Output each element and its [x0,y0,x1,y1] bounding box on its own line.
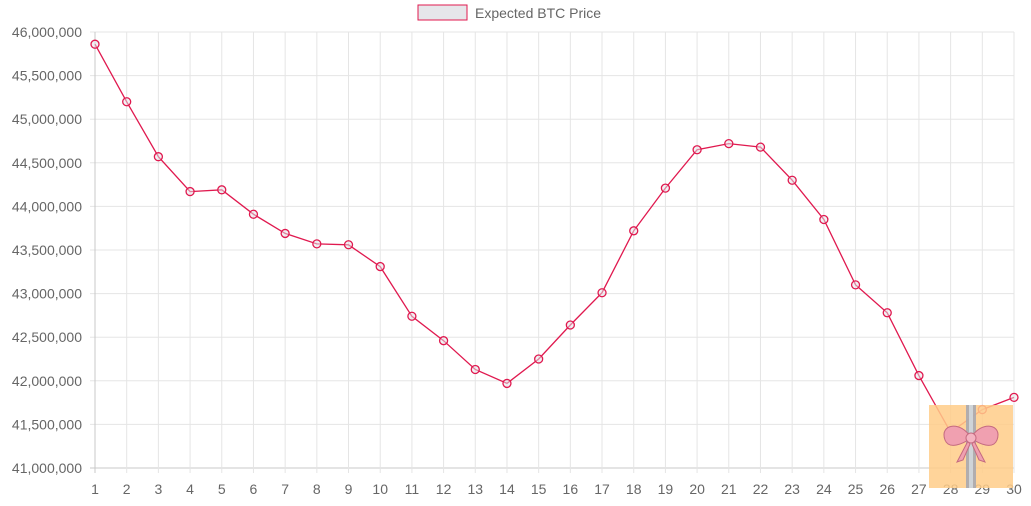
x-tick-label: 16 [563,481,579,497]
x-tick-label: 6 [250,481,258,497]
x-tick-label: 26 [879,481,895,497]
x-tick-label: 12 [436,481,452,497]
y-tick-label: 43,500,000 [12,242,82,258]
data-point[interactable] [153,152,164,162]
x-tick-label: 11 [405,481,420,497]
x-tick-label: 4 [186,481,194,497]
x-tick-label: 8 [313,481,321,497]
data-point[interactable] [470,364,480,375]
x-tick-label: 13 [467,481,483,497]
y-tick-label: 44,000,000 [12,198,82,214]
data-point[interactable] [724,138,734,149]
x-tick-label: 22 [753,481,769,497]
x-tick-label: 7 [281,481,289,497]
data-point[interactable] [122,97,132,107]
gift-icon-ribbon-strip-highlight [969,405,973,488]
gift-icon-bow-knot [965,432,977,444]
y-tick-label: 45,000,000 [12,111,82,127]
chart-legend[interactable]: Expected BTC Price [417,4,601,21]
y-tick-label: 41,000,000 [12,460,82,476]
legend-swatch [417,4,468,21]
x-tick-label: 1 [91,481,99,497]
x-tick-label: 19 [658,481,674,497]
series-line [94,43,1015,434]
data-point[interactable] [534,354,544,364]
data-point[interactable] [312,239,322,249]
data-point[interactable] [185,186,195,197]
gift-ribbon-icon[interactable] [929,405,1013,488]
x-tick-label: 10 [372,481,388,497]
data-point[interactable] [565,320,575,330]
x-tick-label: 24 [816,481,832,497]
gift-icon-bow-left [943,425,972,446]
data-point[interactable] [407,311,417,321]
data-point[interactable] [248,209,259,219]
data-point[interactable] [502,378,512,389]
y-tick-label: 43,000,000 [12,286,82,302]
data-point[interactable] [629,226,639,236]
data-point[interactable] [819,214,829,225]
x-tick-label: 18 [626,481,642,497]
y-tick-label: 45,500,000 [12,68,82,84]
x-tick-label: 25 [848,481,864,497]
y-tick-label: 42,000,000 [12,373,82,389]
x-tick-label: 15 [531,481,547,497]
legend-label: Expected BTC Price [475,5,601,21]
data-point[interactable] [375,261,385,272]
x-tick-label: 5 [218,481,226,497]
data-point[interactable] [692,145,702,155]
data-point[interactable] [1009,392,1019,403]
x-tick-label: 23 [784,481,800,497]
series-expected-btc-price [90,39,1019,437]
x-tick-label: 3 [154,481,162,497]
x-tick-label: 20 [689,481,705,497]
x-tick-label: 14 [499,481,515,497]
y-tick-label: 44,500,000 [12,155,82,171]
data-point[interactable] [90,39,100,49]
x-tick-label: 2 [123,481,131,497]
data-point[interactable] [914,370,924,381]
y-tick-label: 42,500,000 [12,329,82,345]
chart-grid [90,31,1015,473]
data-point[interactable] [280,228,290,239]
data-point[interactable] [755,142,766,152]
data-point[interactable] [660,183,671,193]
gift-icon-bow-right [970,425,999,446]
x-axis-tick-labels: 1 2 3 4 5 6 7 8 9 10 11 12 13 14 15 16 17 18 19 20 21 22 23 24 2… [91,481,1022,497]
y-tick-label: 41,500,000 [12,416,82,432]
data-point[interactable] [343,240,354,250]
data-point[interactable] [850,280,861,290]
data-point[interactable] [882,308,892,318]
data-point[interactable] [438,336,449,346]
x-tick-label: 21 [721,481,737,497]
data-point[interactable] [597,288,607,298]
y-tick-label: 46,000,000 [12,24,82,40]
x-tick-label: 17 [594,481,610,497]
data-point[interactable] [217,185,227,195]
data-point[interactable] [787,175,797,185]
x-tick-label: 27 [911,481,927,497]
y-axis-tick-labels: 41,000,000 41,500,000 42,000,000 42,500,000… [12,24,82,476]
x-tick-label: 9 [345,481,353,497]
